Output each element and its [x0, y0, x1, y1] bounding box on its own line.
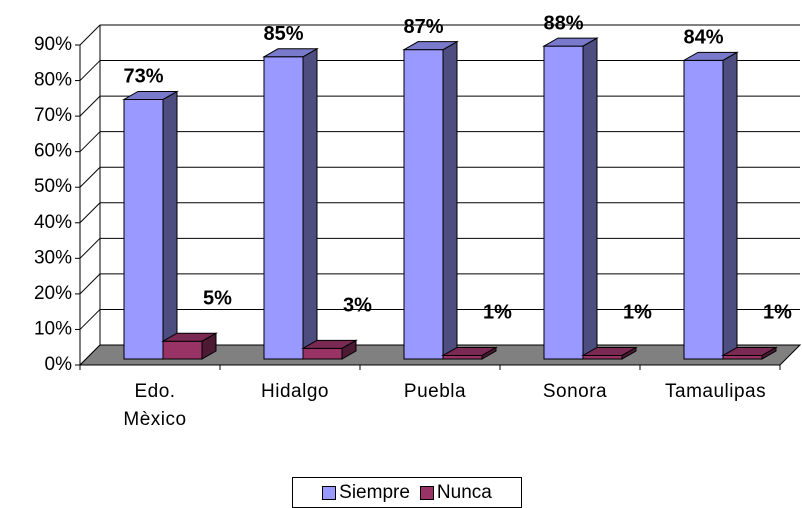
bar-top — [402, 41, 459, 51]
y-tick-label: 30% — [34, 247, 72, 268]
y-tick-label: 60% — [34, 141, 72, 162]
y-tick-label: 70% — [34, 105, 72, 126]
bar-front — [722, 354, 763, 360]
bar-front — [162, 340, 203, 360]
y-tick-label: 0% — [45, 354, 73, 375]
y-tick-label: 20% — [34, 283, 72, 304]
x-tick-label: Hidalgo — [225, 378, 365, 406]
bar — [301, 339, 358, 360]
y-tick-label: 40% — [34, 212, 72, 233]
bar-top — [122, 90, 179, 100]
bar-side — [442, 40, 458, 360]
grid-line — [79, 24, 800, 46]
grid-line-side — [79, 131, 101, 153]
data-label: 3% — [343, 295, 372, 317]
bar-front — [683, 59, 724, 360]
bar-top — [542, 37, 599, 47]
legend-item: Nunca — [419, 481, 492, 504]
x-tick-label: Puebla — [365, 378, 505, 406]
y-tick-label: 10% — [34, 318, 72, 339]
bar-front — [442, 354, 483, 360]
bar-side — [302, 47, 318, 360]
bar-front — [582, 354, 623, 360]
bar — [262, 47, 319, 360]
bar-front — [263, 56, 304, 360]
x-tick-label: Tamaulipas — [645, 378, 785, 406]
grid-line-side — [79, 273, 101, 295]
x-tick-text: Tamaulipas — [665, 381, 767, 402]
x-tick-text: Hidalgo — [261, 381, 329, 402]
legend-label: Nunca — [436, 481, 492, 503]
grid-line-side — [79, 166, 101, 188]
bar-side — [162, 90, 178, 360]
data-label: 87% — [403, 16, 443, 38]
bar-top — [682, 51, 739, 61]
bar-front — [543, 45, 584, 360]
y-tick-label: 80% — [34, 70, 72, 91]
grid-line-side — [79, 60, 101, 81]
bar-top — [721, 346, 778, 356]
x-tick-label: Sonora — [505, 378, 645, 406]
data-label: 1% — [623, 302, 652, 324]
legend-swatch — [419, 485, 434, 500]
data-label: 5% — [203, 288, 232, 310]
bar-top — [301, 339, 358, 349]
data-label: 88% — [543, 12, 583, 34]
y-tick-label: 90% — [34, 34, 72, 55]
bar-side — [722, 51, 738, 360]
bar-top — [262, 48, 319, 58]
bar-top — [441, 346, 498, 356]
data-label: 84% — [683, 27, 723, 49]
bar-side — [582, 37, 598, 360]
bar-top — [581, 346, 638, 356]
bar — [122, 90, 179, 360]
grid-line-side — [79, 202, 101, 224]
bar — [581, 346, 638, 360]
data-label: 1% — [763, 302, 792, 324]
x-tick-text: Puebla — [403, 381, 467, 402]
data-label: 1% — [483, 302, 512, 324]
bar-front — [123, 98, 164, 360]
legend-label: Siempre — [339, 481, 410, 503]
data-label: 73% — [123, 66, 163, 88]
bar-front — [302, 347, 343, 360]
grid-line-side — [79, 95, 101, 117]
grid-line-side — [79, 237, 101, 259]
bar — [161, 332, 218, 360]
data-label: 85% — [263, 23, 303, 45]
bar — [542, 37, 599, 360]
x-tick-text: Edo. Mèxico — [123, 381, 187, 430]
bar-front — [403, 49, 444, 360]
bar-top — [161, 332, 218, 342]
bar — [402, 40, 459, 360]
legend-swatch — [322, 485, 337, 500]
legend-item: Siempre — [322, 482, 410, 504]
bar — [682, 51, 739, 360]
bar — [441, 346, 498, 360]
x-tick-label: Edo. Mèxico — [85, 378, 225, 434]
x-tick-text: Sonora — [542, 381, 608, 402]
y-tick-label: 50% — [34, 176, 72, 197]
legend: Siempre Nunca — [292, 477, 522, 508]
grid-line-side — [79, 309, 101, 330]
bar — [721, 346, 778, 360]
grid-line-side — [79, 24, 101, 46]
